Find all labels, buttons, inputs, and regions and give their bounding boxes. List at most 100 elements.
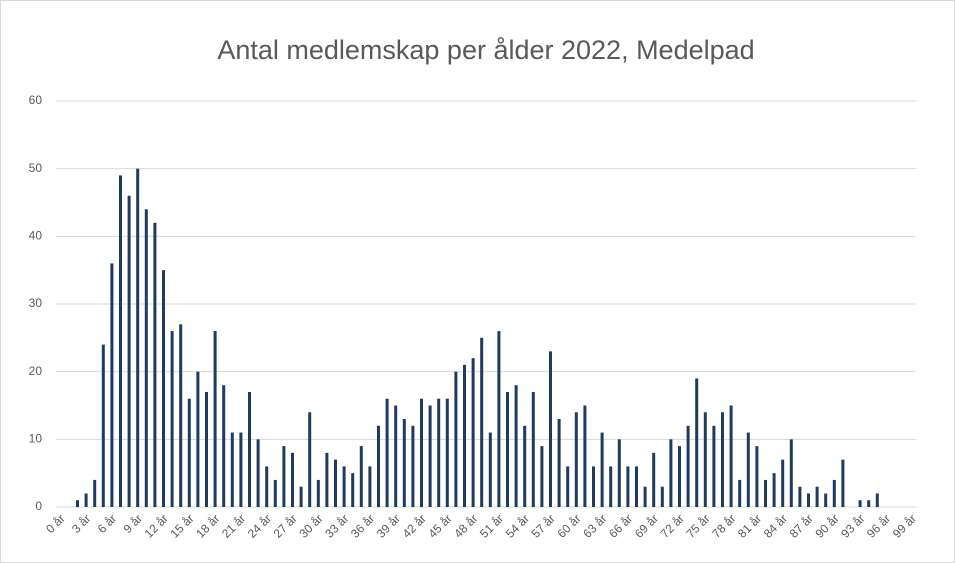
bar xyxy=(76,500,79,507)
bar xyxy=(273,479,277,507)
bar xyxy=(703,412,707,507)
bar xyxy=(205,391,208,507)
y-tick-label: 20 xyxy=(29,364,43,378)
bar xyxy=(282,446,286,507)
bar xyxy=(394,405,398,507)
y-tick-label: 60 xyxy=(29,93,43,107)
bar xyxy=(299,486,303,507)
bar xyxy=(196,371,200,507)
bar xyxy=(755,446,759,507)
bar xyxy=(101,344,105,507)
bar xyxy=(729,405,733,507)
bar xyxy=(437,398,441,507)
bar xyxy=(875,493,879,507)
bar xyxy=(308,412,312,507)
bar xyxy=(626,466,630,507)
bar xyxy=(686,425,690,507)
bar xyxy=(669,439,673,507)
bar xyxy=(265,466,269,507)
bar xyxy=(93,479,97,507)
bar xyxy=(144,209,148,507)
bar xyxy=(213,331,217,507)
bar xyxy=(471,358,475,507)
bar xyxy=(342,466,346,507)
bar xyxy=(84,493,88,507)
bar xyxy=(858,500,862,507)
bar xyxy=(746,432,750,507)
bar xyxy=(867,500,871,507)
bar xyxy=(600,432,604,507)
bar xyxy=(377,425,380,507)
y-tick-label: 40 xyxy=(29,229,43,243)
bar xyxy=(643,486,647,507)
bar xyxy=(463,364,466,507)
bar xyxy=(841,459,845,507)
bar xyxy=(583,405,587,507)
y-tick-label: 50 xyxy=(29,161,43,175)
bar xyxy=(514,385,518,507)
bar xyxy=(316,479,320,507)
bar xyxy=(652,452,656,507)
bar xyxy=(523,425,527,507)
bar xyxy=(256,439,260,507)
bar xyxy=(781,459,785,507)
bar xyxy=(187,398,191,507)
y-tick-label: 10 xyxy=(29,432,43,446)
bar xyxy=(325,452,329,507)
bar xyxy=(617,439,621,507)
bar xyxy=(420,398,423,507)
bar xyxy=(179,324,183,507)
bar xyxy=(351,473,355,507)
bar xyxy=(127,195,131,507)
bar xyxy=(772,473,776,507)
bar xyxy=(480,337,484,507)
chart-title: Antal medlemskap per ålder 2022, Medelpa… xyxy=(217,35,754,65)
bar xyxy=(334,459,337,507)
bar xyxy=(660,486,664,507)
bar xyxy=(136,168,140,507)
bar xyxy=(540,446,544,507)
bar xyxy=(609,466,613,507)
bar xyxy=(119,175,122,507)
bar xyxy=(832,479,836,507)
bar xyxy=(764,479,767,507)
bar xyxy=(549,351,552,507)
bar xyxy=(153,222,157,508)
y-tick-label: 30 xyxy=(29,296,43,310)
bar xyxy=(678,446,681,507)
bar xyxy=(789,439,793,507)
bar xyxy=(428,405,432,507)
bar xyxy=(574,412,578,507)
bar xyxy=(506,391,509,507)
y-tick-label: 0 xyxy=(35,499,42,513)
bar xyxy=(248,391,251,507)
bar xyxy=(712,425,716,507)
bar xyxy=(368,466,372,507)
bar xyxy=(239,432,243,507)
bar xyxy=(635,466,638,507)
bar xyxy=(824,493,828,507)
bar xyxy=(110,263,114,507)
bar xyxy=(411,425,415,507)
bar xyxy=(807,493,810,507)
bar xyxy=(402,419,406,507)
bar xyxy=(385,398,389,507)
bar xyxy=(445,398,449,507)
bar xyxy=(291,452,294,507)
bar xyxy=(815,486,819,507)
bar xyxy=(738,479,742,507)
bar xyxy=(557,419,561,507)
bar xyxy=(170,331,174,507)
bar xyxy=(531,391,535,507)
bar xyxy=(497,331,501,507)
bar xyxy=(721,412,724,507)
bar xyxy=(592,466,595,507)
bar xyxy=(454,371,458,507)
bar xyxy=(566,466,570,507)
bar xyxy=(222,385,226,507)
bar xyxy=(695,378,699,507)
bar xyxy=(230,432,234,507)
